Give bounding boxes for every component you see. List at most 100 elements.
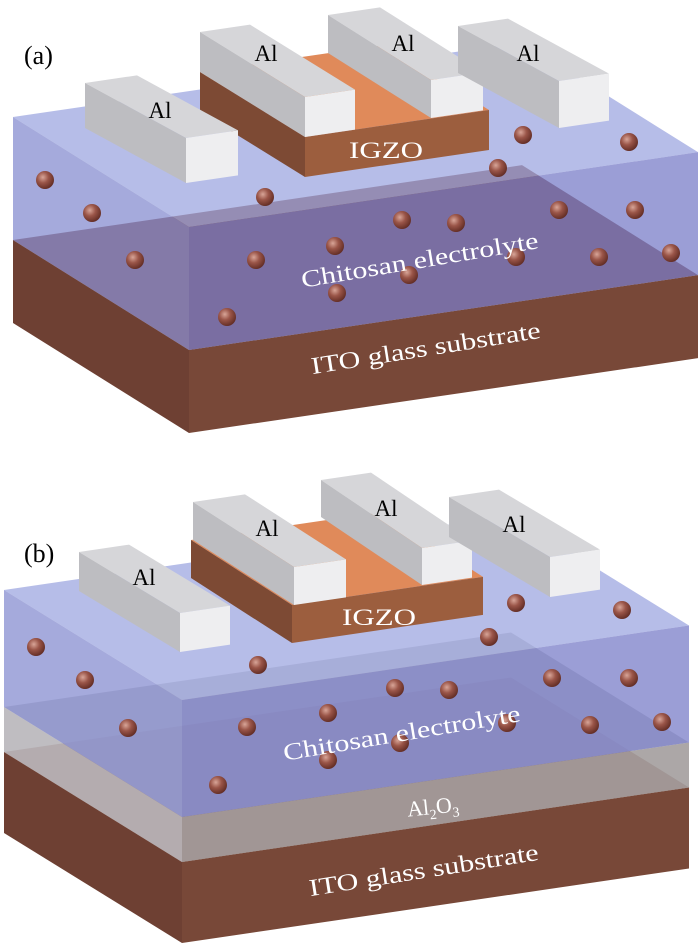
ion-sphere (581, 716, 599, 734)
ion-sphere (550, 201, 568, 219)
al2o3-subscript-3: 3 (452, 805, 461, 821)
ion-sphere (76, 671, 94, 689)
al2o3-base: Al (406, 794, 430, 821)
panel-b (4, 472, 689, 943)
electrode-label-2: Al (256, 516, 279, 541)
al-electrode-2-front-face (294, 559, 346, 605)
ito-substrate-left-face (4, 752, 182, 943)
ion-sphere (36, 171, 54, 189)
ion-sphere (393, 211, 411, 229)
ion-sphere (126, 251, 144, 269)
ion-sphere (440, 681, 458, 699)
al-electrode-1-left-face (85, 83, 186, 183)
igzo-label: IGZO (349, 138, 423, 163)
ion-sphere (489, 159, 507, 177)
ion-sphere (662, 244, 680, 262)
al-electrode-2 (200, 24, 355, 137)
ion-sphere (319, 704, 337, 722)
ion-sphere (83, 204, 101, 222)
ion-sphere (119, 719, 137, 737)
igzo-channel-left-face (191, 540, 292, 643)
al-electrode-4-left-face (458, 26, 559, 128)
ion-sphere (238, 718, 256, 736)
al2o3-layer-front-face (182, 742, 689, 862)
al-electrode-3-left-face (321, 480, 422, 585)
ion-sphere (653, 713, 671, 731)
ion-sphere (480, 628, 498, 646)
ion-sphere (319, 751, 337, 769)
chitosan-electrolyte-front-face (189, 152, 698, 350)
ion-sphere (400, 266, 418, 284)
electrode-label-3: Al (392, 31, 415, 56)
electrode-label-2: Al (255, 41, 278, 66)
al-electrode-2 (193, 494, 346, 605)
al-electrode-2-top-face (200, 24, 355, 97)
ion-sphere (620, 669, 638, 687)
igzo-channel-front-face (292, 576, 483, 643)
ion-sphere (514, 126, 532, 144)
ion-sphere (386, 679, 404, 697)
al-electrode-3-top-face (328, 7, 483, 80)
al-electrode-1-top-face (79, 544, 230, 613)
igzo-channel-front-face (305, 109, 489, 177)
electrode-label-3: Al (375, 496, 398, 521)
al-electrode-3-front-face (431, 72, 483, 118)
ion-sphere (507, 248, 525, 266)
ion-sphere (498, 714, 516, 732)
al-electrode-1 (79, 544, 230, 652)
chitosan-electrolyte-left-face (13, 117, 189, 350)
ion-sphere (613, 601, 631, 619)
electrode-label-1: Al (149, 98, 172, 123)
al-electrode-1-front-face (186, 130, 238, 183)
al-electrode-1-front-face (180, 605, 230, 652)
al-electrode-4-top-face (449, 489, 600, 557)
al-electrode-2-top-face (193, 494, 346, 567)
ion-sphere (247, 251, 265, 269)
al-electrode-1 (85, 75, 238, 183)
ion-sphere (507, 594, 525, 612)
electrode-label-4: Al (503, 512, 526, 537)
al-electrode-4-front-face (559, 73, 609, 128)
igzo-channel-left-face (200, 72, 305, 177)
al2o3-oxygen: O (435, 792, 453, 819)
al-electrode-3-top-face (321, 472, 472, 548)
ion-sphere (218, 308, 236, 326)
al-electrode-1-top-face (85, 75, 238, 138)
al-electrode-4 (458, 18, 609, 128)
ito-substrate-front-face (189, 275, 698, 433)
al-electrode-4-front-face (550, 549, 600, 597)
al-electrode-3 (328, 7, 483, 118)
ion-sphere (27, 638, 45, 656)
ion-sphere (326, 237, 344, 255)
al2o3-subscript-2: 2 (429, 808, 438, 824)
ito-substrate-front-face (182, 787, 689, 943)
chitosan-electrolyte-left-face (4, 590, 182, 817)
al-electrode-4 (449, 489, 600, 597)
ion-sphere (328, 284, 346, 302)
al2o3-label: Al2O3 (406, 791, 461, 825)
chitosan-electrolyte-front-face (182, 625, 689, 817)
panel-a (13, 7, 698, 433)
al-electrode-4-top-face (458, 18, 609, 81)
ion-sphere (249, 656, 267, 674)
ito-substrate-left-face (13, 240, 189, 433)
ion-sphere (209, 776, 227, 794)
al-electrode-2-left-face (200, 32, 305, 137)
panel-a-tag: (a) (24, 41, 53, 70)
ion-sphere (447, 214, 465, 232)
al-electrode-4-left-face (449, 497, 550, 597)
ion-sphere (620, 133, 638, 151)
electrode-label-4: Al (517, 41, 540, 66)
al-electrode-2-left-face (193, 502, 294, 605)
ion-sphere (543, 669, 561, 687)
ion-sphere (590, 248, 608, 266)
electrode-label-1: Al (133, 565, 156, 590)
panel-b-tag: (b) (24, 539, 54, 568)
al-electrode-3-front-face (422, 540, 472, 585)
ion-sphere (256, 188, 274, 206)
al-electrode-1-left-face (79, 552, 180, 652)
al2o3-layer-left-face (4, 707, 182, 862)
ion-sphere (391, 734, 409, 752)
